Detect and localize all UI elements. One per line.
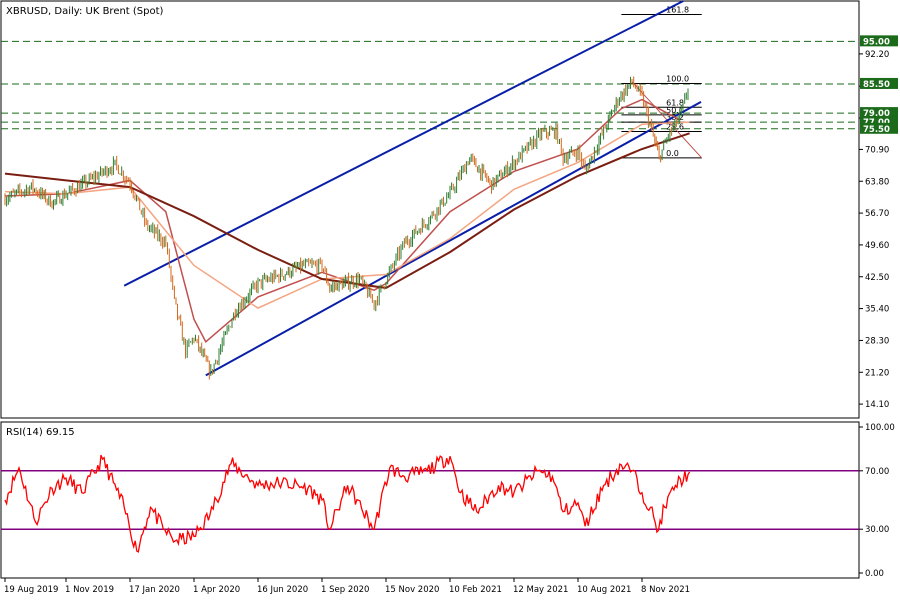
y-tick-label: 92.20 <box>865 50 889 60</box>
price-tag-label: 79.00 <box>863 109 890 119</box>
rsi-tick-label: 30.00 <box>865 525 889 535</box>
price-tag-bg <box>860 35 898 47</box>
chart-title: XBRUSD, Daily: UK Brent (Spot) <box>6 6 164 17</box>
price-tag-label: 95.00 <box>863 37 890 47</box>
fib-label-0: 161.8 <box>666 5 689 14</box>
rsi-panel-frame <box>0 421 860 579</box>
x-tick-label: 10 Feb 2021 <box>449 585 502 595</box>
x-tick-label: 1 Nov 2019 <box>65 585 114 595</box>
fib-label-1: 100.0 <box>666 75 689 84</box>
y-tick-label: 56.70 <box>865 209 889 219</box>
x-tick-label: 15 Nov 2020 <box>385 585 439 595</box>
channel-lower-line <box>205 101 702 377</box>
rsi-line <box>4 454 691 553</box>
x-tick-label: 1 Sep 2020 <box>321 585 369 595</box>
price-tag-label: 85.50 <box>863 80 890 90</box>
x-tick-label: 8 Nov 2021 <box>641 585 690 595</box>
price-tag-label: 75.50 <box>863 125 890 135</box>
y-tick-label: 28.30 <box>865 336 889 346</box>
x-tick-label: 10 Aug 2021 <box>577 585 631 595</box>
y-tick-label: 42.50 <box>865 273 889 283</box>
channel-upper-line <box>123 0 684 287</box>
y-tick-label: 14.10 <box>865 400 889 410</box>
y-tick-label: 63.80 <box>865 177 889 187</box>
price-tag-bg <box>860 107 898 119</box>
price-tag-bg <box>860 122 898 134</box>
x-tick-label: 16 Jun 2020 <box>257 585 308 595</box>
y-tick-label: 21.20 <box>865 368 889 378</box>
price-panel-frame <box>0 0 860 419</box>
rsi-tick-label: 0.00 <box>865 569 884 579</box>
fib-label-6: 0.0 <box>666 149 679 158</box>
price-tag-bg <box>860 116 898 128</box>
rsi-label: RSI(14) 69.15 <box>6 427 75 438</box>
x-tick-label: 12 May 2021 <box>513 585 568 595</box>
x-tick-label: 19 Aug 2019 <box>4 585 58 595</box>
y-tick-label: 49.60 <box>865 241 889 251</box>
rsi-tick-label: 70.00 <box>865 467 889 477</box>
fib-label-3: 50.0 <box>666 106 684 115</box>
rsi-tick-label: 100.00 <box>865 423 895 433</box>
y-tick-label: 70.90 <box>865 145 889 155</box>
x-tick-label: 1 Apr 2020 <box>193 585 240 595</box>
fib-label-2: 61.8 <box>666 98 684 107</box>
x-tick-label: 17 Jan 2020 <box>129 585 180 595</box>
ma_mid-line <box>4 121 690 309</box>
ma_slow-line <box>4 132 690 290</box>
price-tag-bg <box>860 77 898 89</box>
y-tick-label: 35.40 <box>865 305 889 315</box>
